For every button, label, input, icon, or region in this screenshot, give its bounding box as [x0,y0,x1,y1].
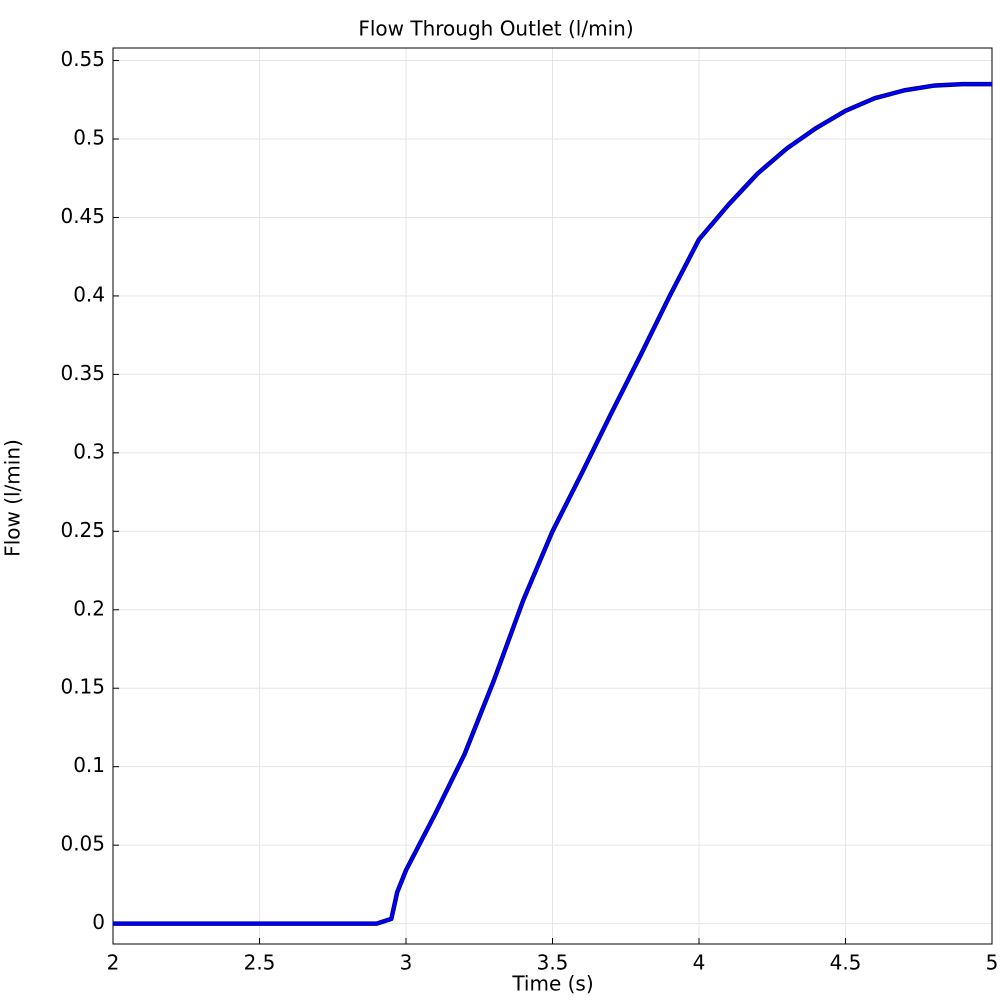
y-tick-label: 0.5 [73,126,105,150]
x-tick-label: 4.5 [830,951,862,975]
y-tick-label: 0.55 [60,47,105,71]
y-tick-label: 0.25 [60,518,105,542]
x-tick-label: 2.5 [244,951,276,975]
chart-title: Flow Through Outlet (l/min) [358,17,633,41]
x-axis-label: Time (s) [511,972,593,996]
plot-frame [112,47,993,945]
line [113,82,992,925]
y-tick-label: 0.05 [60,832,105,856]
y-tick-label: 0.1 [73,753,105,777]
y-tick-label: 0.4 [73,282,105,306]
x-tick-label: 3 [400,951,413,975]
y-tick-label: 0.45 [60,204,105,228]
x-tick-label: 2 [107,951,120,975]
y-tick-label: 0.2 [73,596,105,620]
y-tick-label: 0.35 [60,361,105,385]
y-axis-label: Flow (l/min) [1,439,25,557]
x-tick-label: 5 [986,951,999,975]
x-tick-label: 4 [693,951,706,975]
x-tick-label: 3.5 [537,951,569,975]
y-tick-label: 0.15 [60,675,105,699]
y-tick-label: 0.3 [73,439,105,463]
y-tick-label: 0 [92,910,105,934]
